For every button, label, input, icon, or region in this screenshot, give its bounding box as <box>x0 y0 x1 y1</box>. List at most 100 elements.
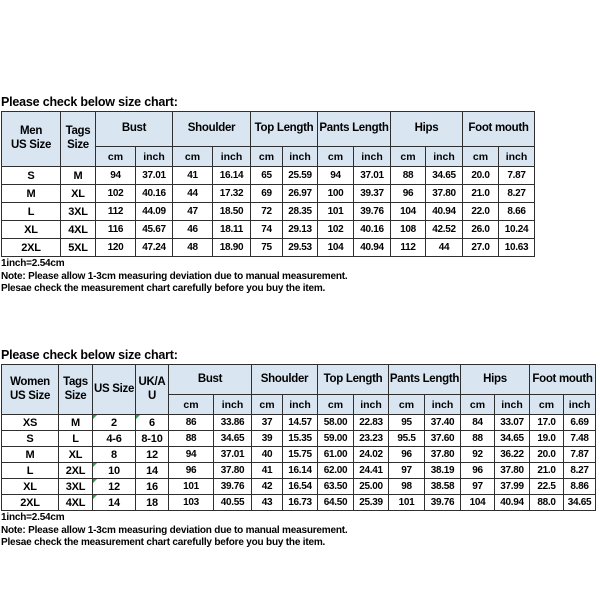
table-row: M XL 102 40.16 44 17.32 69 26.97 100 39.37 96 37.80… <box>1 184 535 203</box>
measure-cell: 40.94 <box>425 202 463 221</box>
size-cell: 16 <box>135 478 169 495</box>
measure-cell: 88.0 <box>529 494 564 511</box>
measure-cell: 27.0 <box>462 238 499 257</box>
column-header: Top Length <box>250 111 318 147</box>
size-cell: 2XL <box>1 238 61 257</box>
size-cell: L <box>1 202 61 221</box>
size-cell: 4-6 <box>92 430 136 447</box>
table-row: XL 4XL 116 45.67 46 18.11 74 29.13 102 40.16 108 42… <box>1 220 535 239</box>
size-cell: 5XL <box>60 238 96 257</box>
measure-cell: 104 <box>317 238 354 257</box>
measure-cell: 101 <box>388 494 425 511</box>
measure-cell: 40.16 <box>135 184 173 203</box>
measure-cell: 103 <box>168 494 214 511</box>
measure-cell: 26.0 <box>462 220 499 239</box>
table-row: M XL 8 12 94 37.01 40 15.75 61.00 24.02 96 37.80 92 3… <box>1 446 596 463</box>
measure-cell: 42.52 <box>425 220 463 239</box>
unit-header: cm <box>390 146 426 167</box>
measure-cell: 88 <box>168 430 214 447</box>
column-header: Tags Size <box>60 111 96 167</box>
measure-cell: 16.73 <box>282 494 318 511</box>
comment-marker-icon <box>136 415 140 419</box>
measure-cell: 23.23 <box>353 430 389 447</box>
measure-cell: 16.54 <box>282 478 318 495</box>
table-row: L 3XL 112 44.09 47 18.50 72 28.35 101 39.76 104 40.… <box>1 202 535 221</box>
measure-cell: 29.53 <box>282 238 318 257</box>
measure-cell: 24.41 <box>353 462 389 479</box>
measure-cell: 37.01 <box>135 166 173 185</box>
size-cell: 8-10 <box>135 430 169 447</box>
measure-cell: 112 <box>390 238 426 257</box>
size-cell: S <box>1 166 61 185</box>
measure-cell: 8.66 <box>498 202 535 221</box>
measure-cell: 19.0 <box>529 430 564 447</box>
size-cell: M <box>1 184 61 203</box>
measure-cell: 102 <box>95 184 136 203</box>
measure-cell: 22.0 <box>462 202 499 221</box>
unit-header: cm <box>250 146 283 167</box>
measure-cell: 40.16 <box>353 220 391 239</box>
measure-cell: 63.50 <box>317 478 354 495</box>
measure-cell: 20.0 <box>462 166 499 185</box>
measure-cell: 16.14 <box>282 462 318 479</box>
size-cell: 2XL <box>1 494 59 511</box>
table-row: S L 4-6 8-10 88 34.65 39 15.35 59.00 23.23 95.5 37.… <box>1 430 596 447</box>
column-header: Shoulder <box>172 111 251 147</box>
measure-cell: 101 <box>317 202 354 221</box>
unit-header: cm <box>251 394 283 415</box>
men-size-chart-section: Please check below size chart: Men US Siz… <box>1 96 535 296</box>
measure-cell: 97 <box>460 478 495 495</box>
men-chart-title: Please check below size chart: <box>1 95 178 109</box>
unit-header: inch <box>135 146 173 167</box>
measure-cell: 36.22 <box>494 446 530 463</box>
measure-cell: 24.02 <box>353 446 389 463</box>
size-cell: XL <box>1 220 61 239</box>
measure-cell: 37.99 <box>494 478 530 495</box>
inch-conversion-note: 1inch=2.54cm <box>1 258 65 269</box>
comment-marker-icon <box>93 415 97 419</box>
column-header: Foot mouth <box>529 364 596 395</box>
measure-cell: 39.76 <box>424 494 461 511</box>
size-cell: 12 <box>92 478 136 495</box>
measure-cell: 48 <box>172 238 213 257</box>
measure-cell: 104 <box>390 202 426 221</box>
measure-cell: 96 <box>388 446 425 463</box>
women-size-table: Women US Size Tags Size US Size UK/A U Bust Shou… <box>1 364 596 511</box>
measure-cell: 10.63 <box>498 238 535 257</box>
measure-cell: 116 <box>95 220 136 239</box>
unit-header: inch <box>282 146 318 167</box>
unit-header: inch <box>425 146 463 167</box>
measure-cell: 41 <box>172 166 213 185</box>
measure-cell: 10.24 <box>498 220 535 239</box>
measure-cell: 44 <box>172 184 213 203</box>
measure-cell: 96 <box>168 462 214 479</box>
check-chart-note: Plesae check the measurement chart caref… <box>1 283 326 294</box>
unit-header: cm <box>460 394 495 415</box>
measure-cell: 25.00 <box>353 478 389 495</box>
measure-cell: 94 <box>95 166 136 185</box>
measure-cell: 34.65 <box>563 494 596 511</box>
measure-cell: 15.35 <box>282 430 318 447</box>
measure-cell: 37.40 <box>424 414 461 431</box>
measure-cell: 8.27 <box>498 184 535 203</box>
column-header: Hips <box>460 364 530 395</box>
measure-cell: 84 <box>460 414 495 431</box>
measure-cell: 112 <box>95 202 136 221</box>
unit-header: cm <box>529 394 564 415</box>
measure-cell: 39.37 <box>353 184 391 203</box>
comment-marker-icon <box>93 463 97 467</box>
measure-cell: 20.0 <box>529 446 564 463</box>
measure-cell: 47.24 <box>135 238 173 257</box>
measure-cell: 37 <box>251 414 283 431</box>
table-row: XL 3XL 12 16 101 39.76 42 16.54 63.50 25.00 98 38.5… <box>1 478 596 495</box>
measure-cell: 94 <box>317 166 354 185</box>
measure-cell: 101 <box>168 478 214 495</box>
size-cell: XS <box>1 414 59 431</box>
comment-marker-icon <box>93 479 97 483</box>
size-cell: 10 <box>92 462 136 479</box>
unit-header: cm <box>95 146 136 167</box>
measure-cell: 22.83 <box>353 414 389 431</box>
measure-cell: 25.59 <box>282 166 318 185</box>
men-chart-notes: 1inch=2.54cm Note: Please allow 1-3cm me… <box>1 258 535 296</box>
measure-cell: 64.50 <box>317 494 354 511</box>
